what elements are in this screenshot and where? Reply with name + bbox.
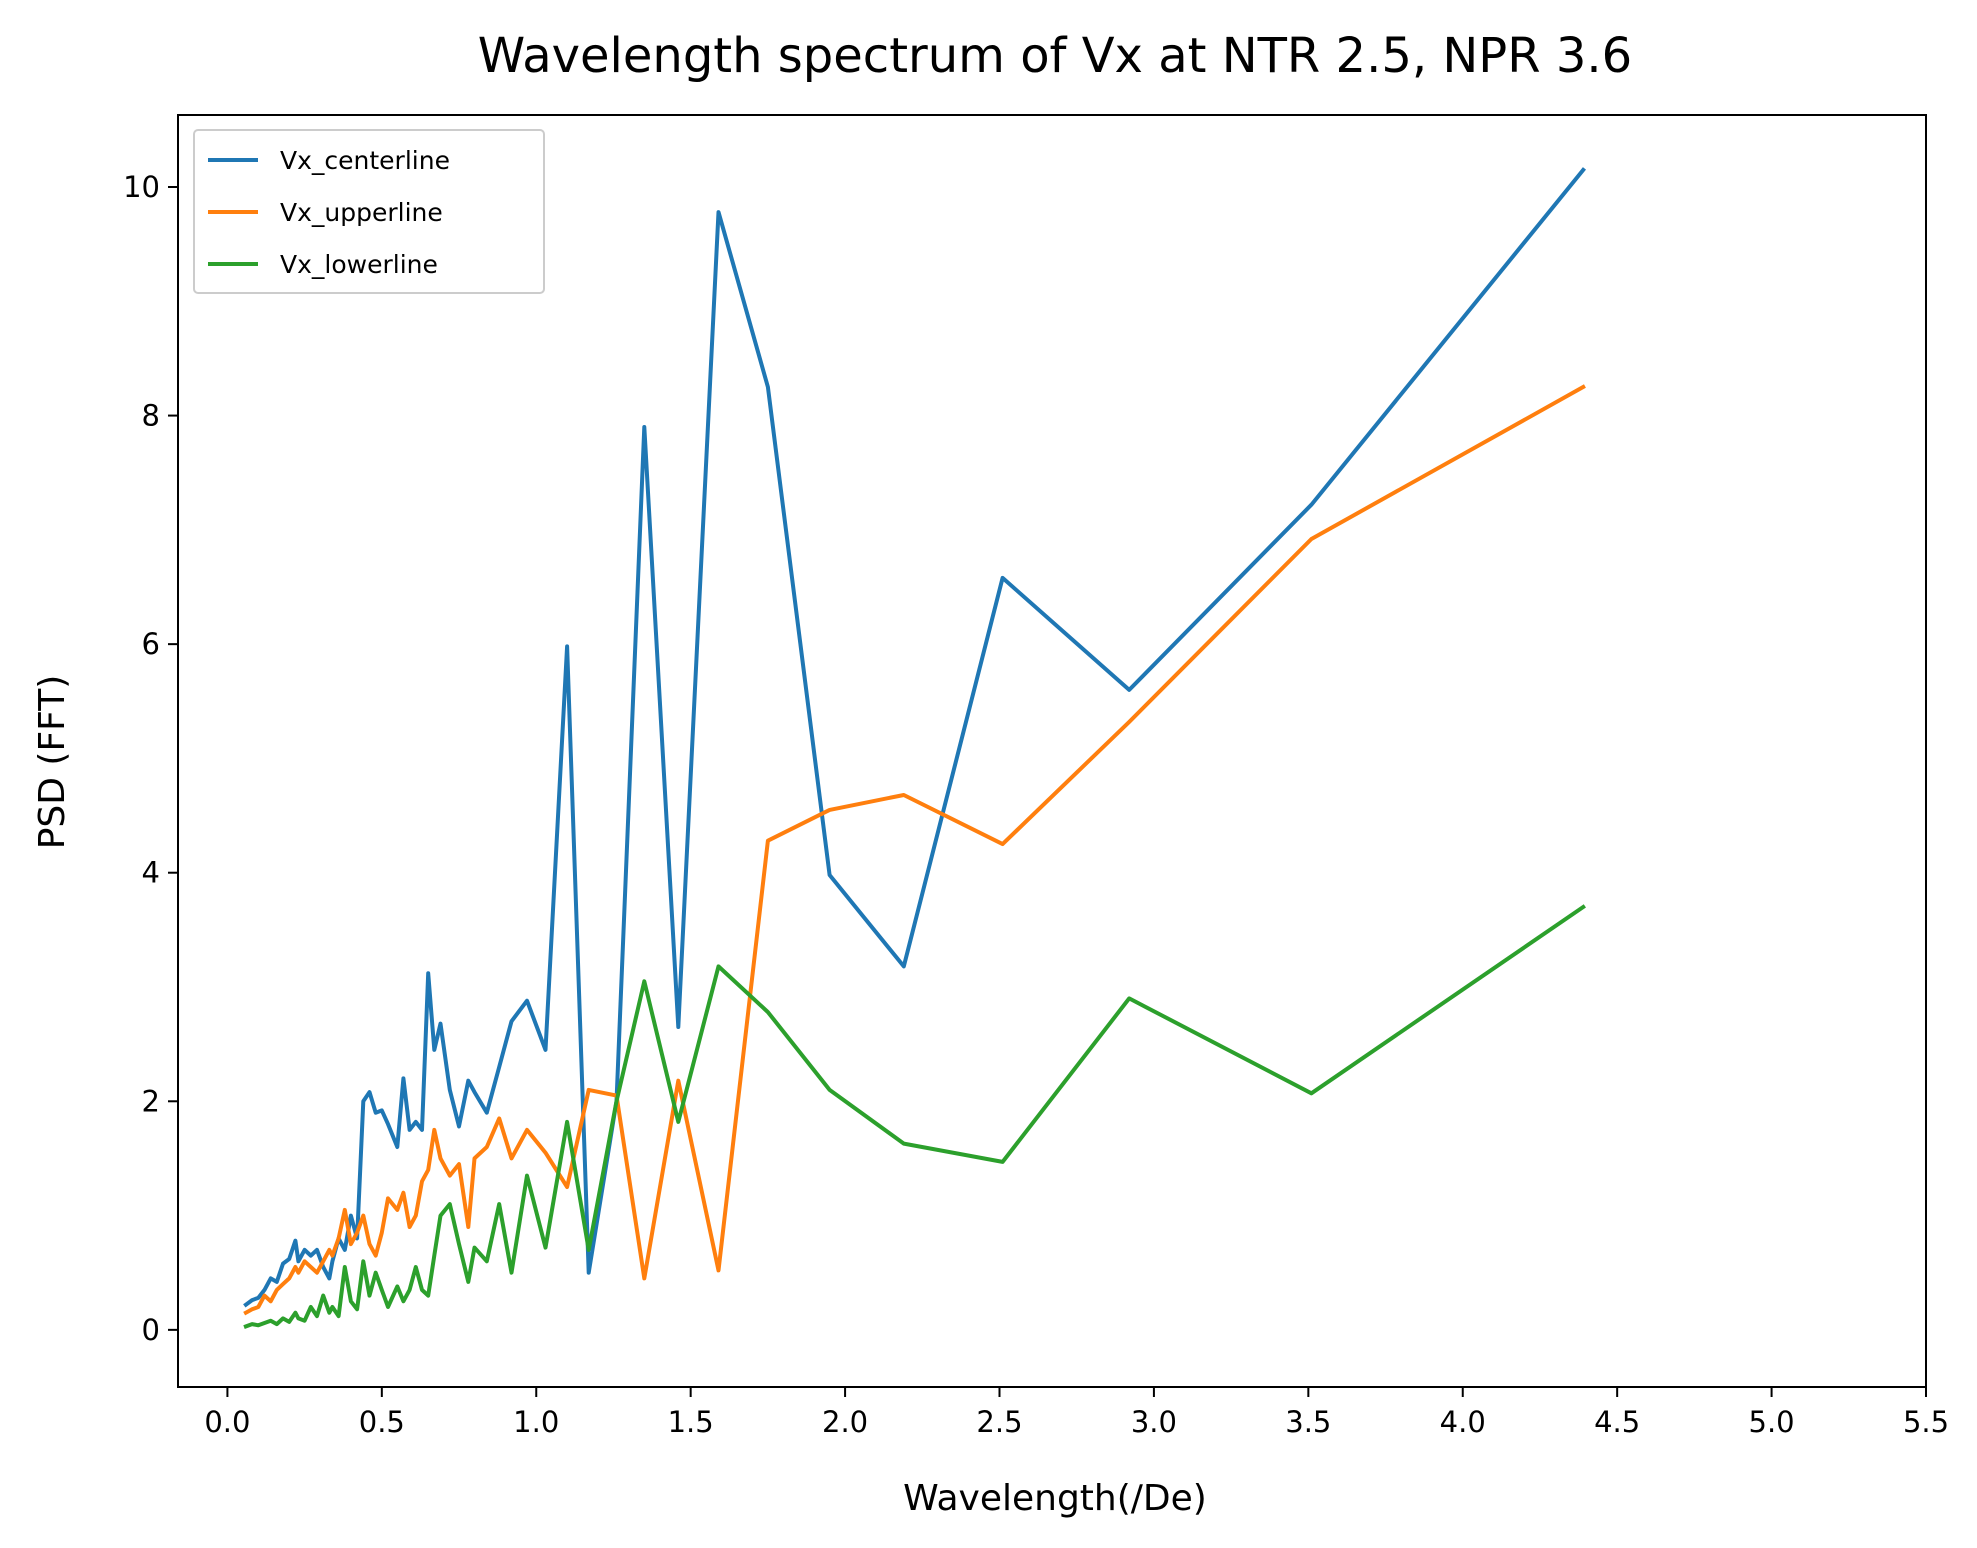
y-tick-label: 4 (142, 856, 160, 890)
legend: Vx_centerline Vx_upperline Vx_lowerline (193, 129, 545, 294)
x-tick-label: 1.0 (513, 1405, 559, 1439)
series-lines (243, 167, 1587, 1329)
x-tick-label: 3.5 (1285, 1405, 1331, 1439)
y-tick-label: 10 (123, 170, 160, 204)
legend-label: Vx_centerline (280, 146, 450, 175)
y-tick-label: 2 (142, 1084, 160, 1118)
axis-ticks: 0.0 0.5 1.0 1.5 2.0 2.5 3.0 3.5 4.0 4.5 5.0 5.5 0 2 4 6… (123, 170, 1949, 1439)
series-line-vx-upperline (243, 384, 1586, 1316)
x-tick-label: 0.5 (359, 1405, 405, 1439)
series-line-vx-lowerline (243, 904, 1586, 1329)
x-tick-label: 3.0 (1131, 1405, 1177, 1439)
x-tick-label: 2.0 (822, 1405, 868, 1439)
series-line-vx-centerline (243, 167, 1587, 1308)
y-axis-label: PSD (FFT) (32, 675, 73, 850)
x-tick-label: 5.0 (1749, 1405, 1795, 1439)
legend-label: Vx_lowerline (280, 250, 438, 279)
x-tick-label: 5.5 (1903, 1405, 1949, 1439)
x-axis-label: Wavelength(/De) (903, 1478, 1207, 1519)
legend-box (193, 129, 545, 294)
y-tick-label: 6 (142, 627, 160, 661)
y-tick-label: 0 (142, 1313, 160, 1347)
y-tick-label: 8 (142, 399, 160, 433)
plot-area-frame (177, 114, 1927, 1388)
x-tick-label: 1.5 (668, 1405, 714, 1439)
x-tick-label: 2.5 (976, 1405, 1022, 1439)
chart-title: Wavelength spectrum of Vx at NTR 2.5, NP… (478, 28, 1632, 84)
x-tick-label: 4.0 (1440, 1405, 1486, 1439)
x-tick-label: 4.5 (1594, 1405, 1640, 1439)
x-tick-label: 0.0 (204, 1405, 250, 1439)
legend-label: Vx_upperline (280, 198, 443, 227)
